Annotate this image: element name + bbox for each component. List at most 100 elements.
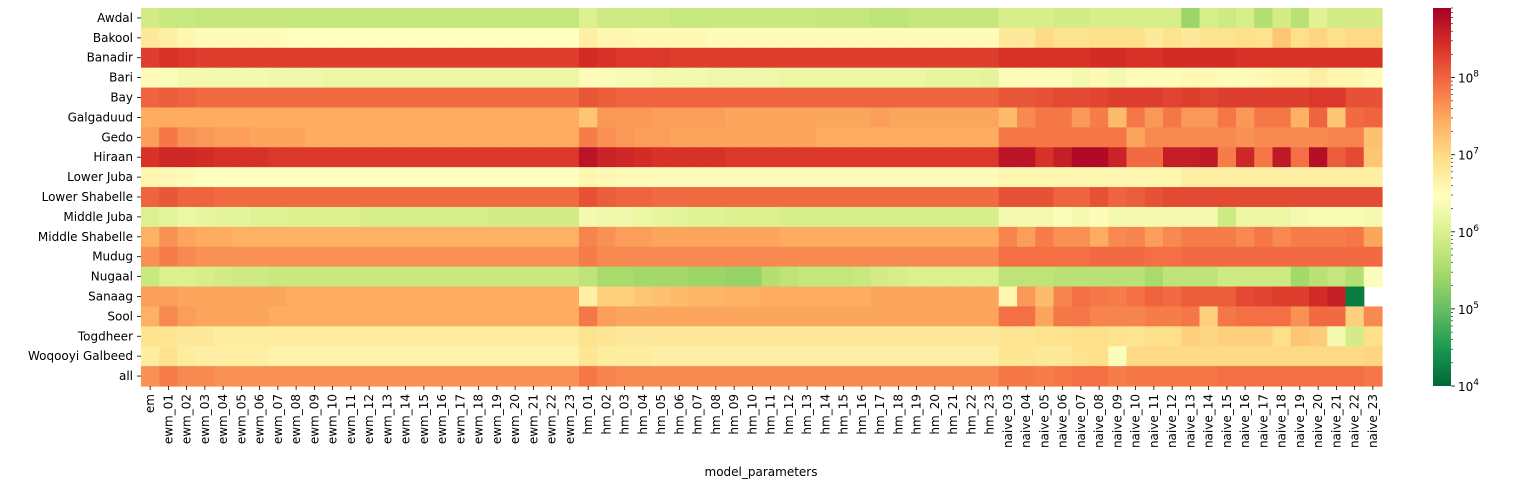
heatmap-cell: [250, 326, 270, 347]
heatmap-cell: [798, 326, 817, 347]
heatmap-cell: [1035, 346, 1055, 367]
heatmap-cell: [852, 147, 872, 168]
heatmap-cell: [925, 107, 945, 128]
heatmap-cell: [706, 246, 726, 268]
heatmap-cell: [433, 67, 452, 89]
heatmap-cell: [944, 206, 963, 228]
heatmap-cell: [542, 306, 562, 327]
heatmap-cell: [1254, 246, 1274, 268]
heatmap-cell: [542, 286, 562, 308]
y-tick-label: Middle Shabelle: [38, 230, 133, 244]
heatmap-cell: [1053, 286, 1073, 308]
heatmap-cell: [652, 47, 671, 69]
heatmap-cell: [305, 246, 325, 268]
heatmap-cell: [1199, 107, 1219, 128]
heatmap-cell: [360, 107, 379, 128]
heatmap-cell: [688, 147, 708, 168]
heatmap-cell: [998, 27, 1018, 49]
heatmap-cell: [378, 306, 398, 327]
heatmap-cell: [268, 67, 288, 89]
heatmap-cell: [506, 107, 525, 128]
heatmap-cell: [706, 187, 726, 208]
heatmap-cell: [980, 206, 1000, 228]
heatmap-cell: [798, 246, 817, 268]
heatmap-cell: [360, 27, 379, 49]
heatmap-cell: [305, 366, 325, 387]
heatmap-cell: [1309, 167, 1328, 188]
heatmap-cell: [159, 306, 179, 327]
heatmap-cell: [1126, 206, 1146, 228]
heatmap-cell: [1199, 87, 1219, 109]
heatmap-cell: [889, 107, 909, 128]
heatmap-cell: [396, 346, 416, 367]
heatmap-cell: [1345, 27, 1365, 49]
heatmap-cell: [396, 306, 416, 327]
heatmap-cell: [579, 346, 598, 367]
heatmap-cell: [360, 147, 379, 168]
heatmap-cell: [487, 167, 507, 188]
heatmap-cell: [743, 226, 763, 248]
heatmap-cell: [579, 87, 598, 109]
heatmap-cell: [1163, 47, 1182, 69]
heatmap-cell: [451, 27, 471, 49]
heatmap-cell: [141, 167, 160, 188]
heatmap-cell: [433, 167, 452, 188]
heatmap-cell: [725, 346, 744, 367]
heatmap-cell: [1290, 27, 1310, 49]
heatmap-cell: [1181, 266, 1201, 288]
y-tick-label: Sool: [107, 309, 133, 323]
heatmap-cell: [141, 346, 160, 367]
heatmap-cell: [688, 8, 708, 29]
heatmap-cell: [871, 27, 890, 49]
heatmap-cell: [1071, 107, 1091, 128]
heatmap-cell: [287, 187, 306, 208]
heatmap-cell: [542, 206, 562, 228]
heatmap-cell: [652, 107, 671, 128]
x-tick-label: ewm_11: [344, 394, 358, 444]
x-tick-label: ewm_17: [453, 394, 467, 444]
heatmap-cell: [341, 67, 361, 89]
heatmap-cell: [779, 47, 799, 69]
heatmap-cell: [1053, 127, 1073, 148]
heatmap-cell: [378, 47, 398, 69]
heatmap-cell: [1035, 8, 1055, 29]
heatmap-cell: [414, 266, 434, 288]
heatmap-cell: [451, 187, 471, 208]
heatmap-cell: [524, 67, 544, 89]
heatmap-cell: [396, 47, 416, 69]
heatmap-cell: [433, 246, 452, 268]
heatmap-cell: [579, 187, 598, 208]
heatmap-cell: [1090, 226, 1109, 248]
heatmap-cell: [1327, 306, 1347, 327]
heatmap-cell: [798, 286, 817, 308]
heatmap-cell: [506, 246, 525, 268]
heatmap-cell: [944, 167, 963, 188]
heatmap-cell: [195, 346, 215, 367]
heatmap-cell: [177, 306, 197, 327]
heatmap-cell: [852, 167, 872, 188]
heatmap-cell: [1272, 147, 1292, 168]
heatmap-cell: [1345, 187, 1365, 208]
heatmap-cell: [1236, 8, 1255, 29]
heatmap-cell: [615, 167, 635, 188]
heatmap-cell: [396, 167, 416, 188]
x-tick-label: hm_17: [873, 394, 887, 435]
heatmap-cell: [232, 346, 252, 367]
heatmap-cell: [1017, 107, 1036, 128]
heatmap-cell: [597, 27, 617, 49]
heatmap-cell: [487, 246, 507, 268]
heatmap-cell: [688, 27, 708, 49]
heatmap-cell: [414, 226, 434, 248]
heatmap-cell: [141, 366, 160, 387]
heatmap-cell: [1144, 326, 1164, 347]
x-tick-label: hm_21: [946, 394, 960, 435]
heatmap-cell: [670, 8, 690, 29]
colorbar-tick-exponent: 4: [1473, 378, 1479, 388]
heatmap-cell: [1236, 147, 1255, 168]
heatmap-cell: [414, 206, 434, 228]
heatmap-cell: [378, 226, 398, 248]
heatmap-cell: [1217, 147, 1237, 168]
heatmap-cell: [141, 286, 160, 308]
heatmap-cell: [925, 147, 945, 168]
heatmap-cell: [798, 87, 817, 109]
